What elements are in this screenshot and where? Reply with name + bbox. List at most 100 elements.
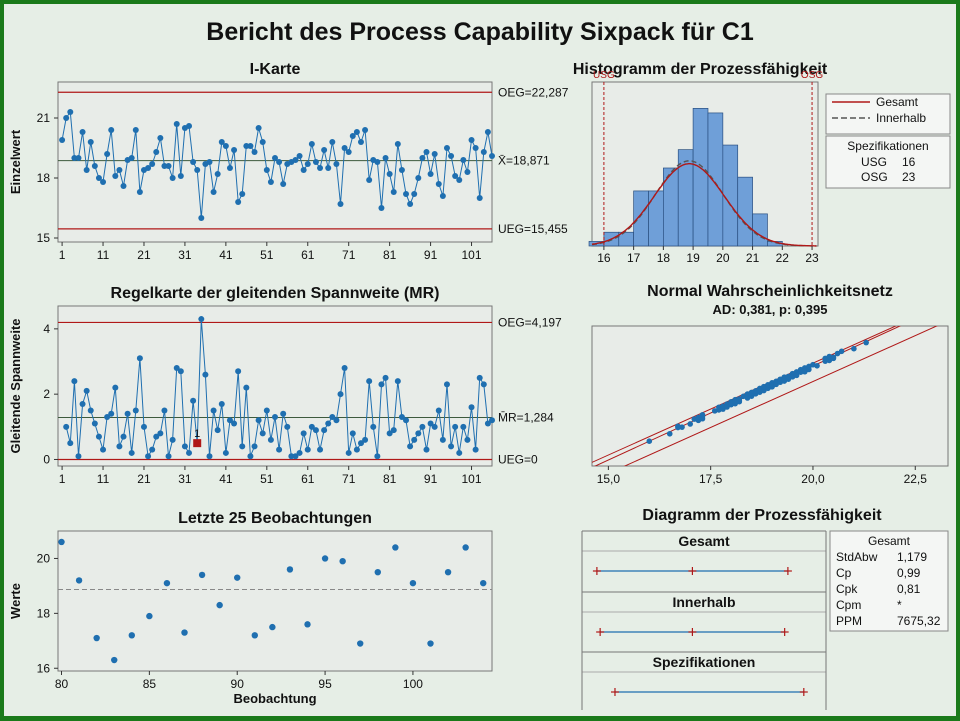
data-point bbox=[210, 407, 217, 414]
data-point bbox=[194, 167, 201, 173]
data-point bbox=[276, 446, 283, 453]
data-point bbox=[59, 137, 66, 143]
data-point bbox=[362, 127, 369, 133]
data-point bbox=[157, 135, 164, 141]
data-point bbox=[312, 159, 319, 165]
data-point bbox=[357, 640, 364, 647]
data-point bbox=[435, 181, 442, 187]
data-point bbox=[443, 145, 450, 151]
data-point bbox=[269, 623, 276, 631]
data-point bbox=[210, 189, 217, 195]
data-point bbox=[394, 378, 401, 385]
data-point bbox=[95, 433, 102, 440]
data-point bbox=[108, 410, 115, 417]
y-tick-label: 0 bbox=[43, 452, 50, 466]
data-point bbox=[280, 410, 287, 417]
data-point bbox=[58, 538, 65, 546]
data-point bbox=[145, 453, 152, 460]
stat-value: * bbox=[897, 598, 902, 612]
x-tick-label: 21 bbox=[137, 472, 151, 486]
data-point bbox=[646, 438, 653, 444]
x-tick-label: 41 bbox=[219, 248, 233, 262]
chart-subtitle: AD: 0,381, p: 0,395 bbox=[713, 302, 828, 317]
last25-chart: Letzte 25 Beobachtungen 80 85 90 95 100 16 18 20… bbox=[8, 510, 493, 706]
mrchart-chart: Regelkarte der gleitenden Spannweite (MR… bbox=[8, 285, 562, 486]
data-point bbox=[378, 205, 385, 211]
x-tick-label: 17,5 bbox=[699, 472, 723, 486]
data-point bbox=[87, 139, 94, 145]
data-point bbox=[272, 155, 278, 161]
data-point bbox=[411, 436, 418, 443]
data-point bbox=[83, 167, 90, 173]
data-point bbox=[329, 139, 336, 145]
x-tick-label: 51 bbox=[260, 248, 274, 262]
data-point bbox=[111, 656, 118, 664]
data-point bbox=[263, 407, 270, 414]
data-point bbox=[374, 453, 381, 460]
data-point bbox=[304, 621, 311, 628]
data-point bbox=[431, 151, 438, 157]
data-point bbox=[190, 159, 197, 165]
data-point bbox=[411, 191, 418, 197]
x-tick-label: 71 bbox=[342, 472, 356, 486]
data-point bbox=[341, 365, 348, 372]
data-point bbox=[448, 153, 455, 159]
data-point bbox=[128, 449, 135, 456]
data-point bbox=[687, 421, 694, 427]
data-point bbox=[325, 165, 332, 171]
x-tick-label: 80 bbox=[55, 677, 69, 691]
chart-title: Regelkarte der gleitenden Spannweite (MR… bbox=[111, 285, 440, 302]
data-point bbox=[423, 446, 430, 453]
data-point bbox=[136, 189, 143, 195]
chart-title: Diagramm der Prozessfähigkeit bbox=[642, 507, 882, 524]
data-point bbox=[394, 141, 401, 147]
chart-title: Letzte 25 Beobachtungen bbox=[178, 510, 372, 527]
data-point bbox=[198, 316, 205, 323]
data-point bbox=[353, 446, 360, 453]
data-point bbox=[124, 410, 131, 417]
x-tick-label: 31 bbox=[178, 248, 192, 262]
data-point bbox=[468, 404, 475, 411]
data-point bbox=[71, 378, 78, 385]
data-point bbox=[267, 179, 274, 185]
data-point bbox=[239, 443, 246, 450]
stat-value: 0,81 bbox=[897, 582, 921, 596]
data-point bbox=[112, 384, 119, 391]
y-tick-label: 16 bbox=[37, 661, 51, 675]
probability-plot: Normal Wahrscheinlichkeitsnetz AD: 0,381,… bbox=[591, 283, 949, 486]
data-point bbox=[484, 420, 491, 427]
report-title: Bericht des Process Capability Sixpack f… bbox=[206, 18, 754, 46]
data-point bbox=[108, 127, 115, 133]
data-point bbox=[308, 423, 315, 430]
data-point bbox=[255, 125, 262, 131]
data-point bbox=[157, 430, 164, 437]
data-point bbox=[222, 449, 229, 456]
data-point bbox=[838, 348, 845, 355]
data-point bbox=[480, 381, 487, 388]
data-point bbox=[120, 183, 127, 189]
data-point bbox=[851, 345, 857, 352]
spec-title: Spezifikationen bbox=[847, 139, 928, 153]
stat-label: Cp bbox=[836, 566, 852, 580]
data-point bbox=[834, 350, 841, 357]
data-point bbox=[785, 373, 792, 380]
data-point bbox=[116, 443, 123, 450]
data-point bbox=[169, 175, 176, 181]
data-point bbox=[439, 436, 446, 443]
data-point bbox=[431, 423, 438, 430]
data-point bbox=[214, 427, 221, 434]
data-point bbox=[112, 173, 119, 179]
data-point bbox=[830, 355, 837, 362]
ucl-label: OEG=22,287 bbox=[498, 85, 569, 99]
data-point bbox=[370, 423, 377, 430]
data-point bbox=[304, 446, 311, 453]
data-point bbox=[296, 449, 303, 456]
data-point bbox=[439, 193, 446, 199]
data-point bbox=[140, 423, 147, 430]
histogram-bar bbox=[722, 144, 739, 247]
data-point bbox=[415, 430, 422, 437]
data-point bbox=[366, 378, 373, 385]
spec-row-label: USG bbox=[861, 155, 887, 169]
data-point bbox=[435, 407, 442, 414]
